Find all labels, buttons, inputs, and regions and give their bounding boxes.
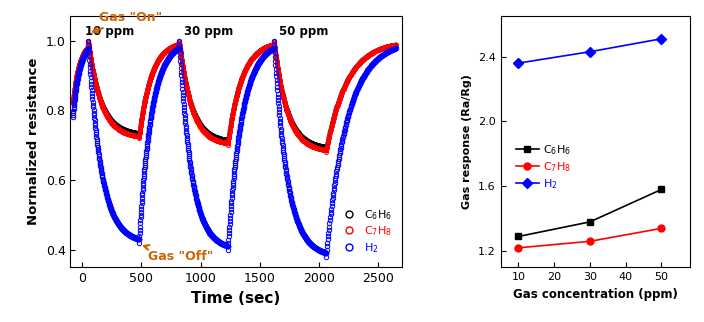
C$_7$H$_8$	[586, 239, 594, 243]
Y-axis label: Gas response (Ra/Rg): Gas response (Ra/Rg)	[463, 74, 472, 209]
X-axis label: Time (sec): Time (sec)	[191, 291, 281, 306]
Text: Gas "Off": Gas "Off"	[144, 245, 214, 263]
H$_2$	[586, 50, 594, 54]
Legend: C$_6$H$_6$, C$_7$H$_8$, H$_2$: C$_6$H$_6$, C$_7$H$_8$, H$_2$	[334, 204, 396, 259]
C$_6$H$_6$	[657, 187, 665, 191]
Text: Gas "On": Gas "On"	[93, 11, 162, 33]
H$_2$	[657, 37, 665, 41]
C$_7$H$_8$	[657, 226, 665, 230]
Line: H$_2$: H$_2$	[515, 35, 665, 67]
X-axis label: Gas concentration (ppm): Gas concentration (ppm)	[513, 288, 678, 301]
Text: 50 ppm: 50 ppm	[279, 25, 328, 38]
Y-axis label: Normalized resistance: Normalized resistance	[27, 58, 40, 225]
Text: 30 ppm: 30 ppm	[184, 25, 233, 38]
Line: C$_6$H$_6$: C$_6$H$_6$	[515, 186, 665, 240]
Line: C$_7$H$_8$: C$_7$H$_8$	[515, 225, 665, 251]
H$_2$	[514, 61, 522, 65]
C$_7$H$_8$	[514, 246, 522, 250]
Text: 10 ppm: 10 ppm	[84, 25, 134, 38]
C$_6$H$_6$	[514, 234, 522, 238]
C$_6$H$_6$	[586, 220, 594, 224]
Legend: C$_6$H$_6$, C$_7$H$_8$, H$_2$: C$_6$H$_6$, C$_7$H$_8$, H$_2$	[512, 138, 575, 195]
